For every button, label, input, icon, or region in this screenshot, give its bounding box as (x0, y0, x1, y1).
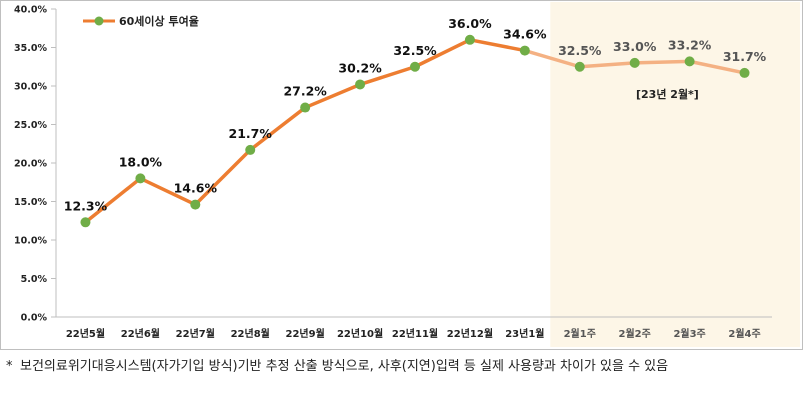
data-point (245, 144, 256, 155)
series-line-segment (413, 38, 472, 69)
data-label: 33.2% (668, 37, 712, 52)
x-tick-label: 22년6월 (121, 327, 160, 340)
y-tick-label: 15.0% (14, 197, 47, 208)
legend-marker (94, 16, 104, 26)
y-tick-label: 25.0% (14, 120, 47, 131)
footnote: * 보건의료위기대응시스템(자가기입 방식)기반 추정 산출 방식으로, 사후(지… (6, 357, 801, 409)
y-axis: 0.0% 5.0% 10.0% 15.0% 20.0% 25.0% 30.0% 35.0% 40… (14, 5, 57, 324)
period-annotation: [23년 2월*] (636, 87, 699, 101)
data-label: 30.2% (338, 60, 382, 75)
y-tick-label: 20.0% (14, 159, 47, 170)
series-line-segment (303, 82, 362, 110)
data-point (464, 34, 475, 45)
series-line-segment (687, 59, 747, 75)
data-label: 31.7% (723, 49, 767, 64)
data-label: 32.5% (393, 43, 437, 58)
highlight-band (550, 2, 800, 347)
data-label: 18.0% (119, 154, 163, 169)
series-line-segment (523, 48, 582, 69)
data-point (684, 56, 695, 67)
series-line-segment (248, 105, 307, 152)
data-label: 21.7% (229, 126, 273, 141)
data-label: 32.5% (558, 43, 602, 58)
x-tick-label: 2월2주 (619, 328, 651, 340)
x-tick-label: 22년12월 (447, 327, 493, 340)
data-point (300, 102, 311, 113)
x-tick-label: 22년7월 (176, 327, 215, 340)
data-point (519, 45, 530, 56)
x-axis: 22년5월 22년6월 22년7월 22년8월 22년9월 22년10월 22년11월 22년… (56, 316, 772, 340)
series-line-segment (138, 176, 198, 207)
series-line-segment (632, 59, 692, 65)
y-tick-label: 40.0% (14, 5, 47, 16)
y-tick-label: 10.0% (14, 236, 47, 247)
data-label: 27.2% (283, 84, 327, 99)
data-point (629, 57, 640, 68)
x-tick-label: 22년9월 (286, 327, 325, 340)
series-layer (80, 34, 750, 228)
legend-label: 60세이상 투여율 (119, 14, 199, 28)
legend: 60세이상 투여율 (83, 14, 199, 28)
series-line-segment (468, 38, 527, 53)
data-point (80, 217, 91, 228)
x-tick-label: 2월3주 (673, 328, 705, 340)
y-tick-label: 35.0% (14, 43, 47, 54)
data-point (135, 173, 146, 184)
data-label: 34.6% (503, 27, 547, 42)
series-line-segment (578, 61, 637, 69)
line-chart: 0.0% 5.0% 10.0% 15.0% 20.0% 25.0% 30.0% 35.0% 40… (14, 2, 800, 347)
y-tick-label: 30.0% (14, 82, 47, 93)
data-label: 12.3% (64, 198, 108, 213)
data-label: 36.0% (448, 16, 492, 31)
y-tick-label: 0.0% (21, 313, 48, 324)
y-tick-label: 5.0% (21, 274, 48, 285)
series-line-segment (83, 176, 143, 225)
series-line-segment (358, 65, 417, 87)
x-tick-label: 23년1월 (505, 327, 544, 340)
data-label: 14.6% (174, 181, 218, 196)
chart-container: 0.0% 5.0% 10.0% 15.0% 20.0% 25.0% 30.0% 35.0% 40… (0, 0, 803, 350)
x-tick-label: 22년8월 (231, 327, 270, 340)
data-point (410, 61, 420, 72)
x-tick-label: 22년11월 (392, 327, 438, 340)
x-tick-label: 2월4주 (728, 328, 760, 340)
x-tick-label: 2월1주 (564, 328, 596, 340)
footnote-mark: * (6, 359, 13, 374)
x-tick-label: 22년5월 (66, 327, 105, 340)
data-label: 33.0% (613, 39, 657, 54)
data-labels: 12.3% 18.0% 14.6% 21.7% 27.2% 30.2% 32.5% 36.0%… (64, 16, 767, 213)
series-line-segment (193, 148, 252, 207)
data-point (355, 79, 366, 90)
data-point (739, 67, 750, 78)
data-point (190, 199, 201, 210)
data-point (574, 61, 585, 72)
footnote-text: 보건의료위기대응시스템(자가기입 방식)기반 추정 산출 방식으로, 사후(지연… (20, 359, 669, 374)
x-tick-label: 22년10월 (337, 327, 383, 340)
